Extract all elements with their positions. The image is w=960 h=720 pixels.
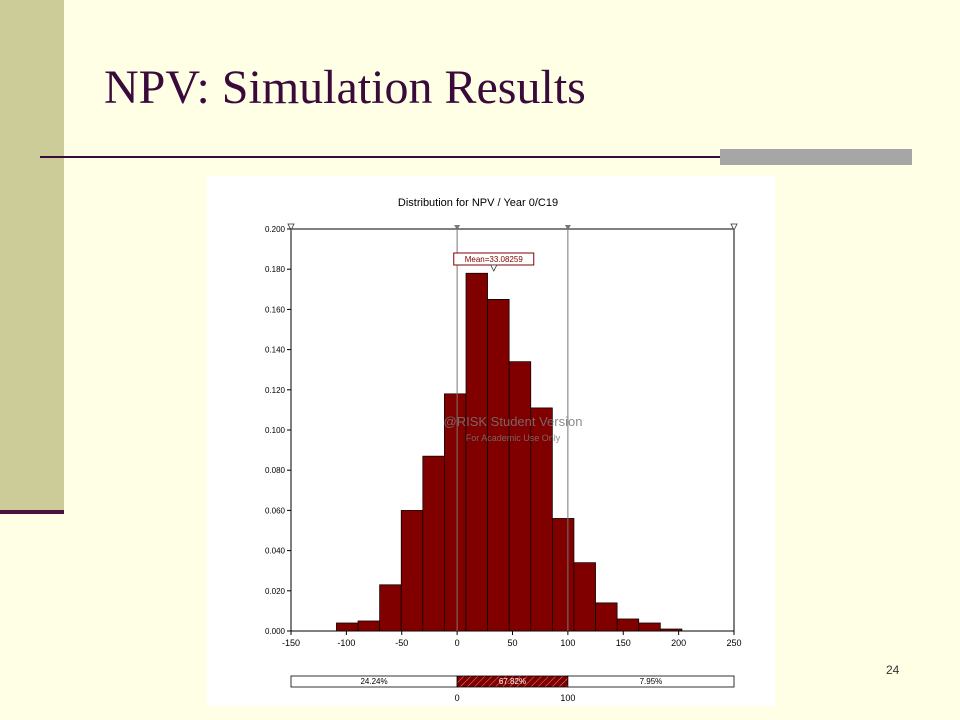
y-tick-label: 0.120 [265, 386, 286, 395]
histogram-bar [487, 298, 510, 632]
histogram-bar [465, 272, 488, 632]
histogram-chart: Distribution for NPV / Year 0/C19 0.0000… [265, 197, 742, 703]
marker-lines-group [287, 223, 738, 631]
watermark: @RISK Student Version For Academic Use O… [444, 414, 583, 443]
mean-triangle [490, 264, 498, 272]
x-tick-label: 100 [560, 638, 575, 648]
x-tick-label: 150 [616, 638, 631, 648]
sidebar-accent-line [0, 510, 64, 514]
range-end-triangle [730, 223, 738, 231]
x-tick-label: -150 [282, 638, 300, 648]
probability-tick-label: 100 [560, 693, 575, 703]
y-tick-label: 0.040 [265, 547, 286, 556]
mean-annotation: Mean=33.08259 [453, 252, 535, 272]
y-tick-label: 0.060 [265, 506, 286, 515]
bars-group [336, 272, 683, 632]
y-tick-label: 0.140 [265, 346, 286, 355]
histogram-bar [552, 518, 575, 632]
histogram-bar [660, 628, 683, 632]
x-tick-label: -50 [395, 638, 408, 648]
probability-label: 7.95% [640, 677, 663, 686]
y-tick-label: 0.020 [265, 587, 286, 596]
probability-label: 24.24% [360, 677, 387, 686]
x-tick-label: 250 [726, 638, 741, 648]
chart-title: Distribution for NPV / Year 0/C19 [398, 197, 558, 209]
histogram-bar [357, 620, 380, 632]
x-tick-label: -100 [337, 638, 355, 648]
probability-segment [567, 675, 735, 688]
histogram-bar [444, 393, 467, 632]
histogram-bar [508, 361, 532, 632]
range-end-triangle [287, 223, 295, 231]
chart-panel: Distribution for NPV / Year 0/C19 0.000 0… [207, 176, 775, 706]
marker-triangle [454, 225, 461, 230]
y-axis: 0.000 0.020 0.040 0.060 0.080 0.100 0.120 0.140… [265, 225, 291, 636]
x-tick-label: 200 [671, 638, 686, 648]
page-number: 24 [886, 663, 900, 677]
title-rule-accent [720, 149, 912, 165]
title-rule [40, 156, 912, 158]
slide-title: NPV: Simulation Results [104, 61, 586, 114]
histogram-bar [379, 584, 402, 632]
x-tick-label: 50 [507, 638, 517, 648]
x-axis: -150 -100 -50 0 50 100 150 200 250 [282, 631, 742, 648]
histogram-bar [616, 618, 640, 632]
probability-tick-label: 0 [455, 693, 460, 703]
watermark-line-1: @RISK Student Version [444, 414, 583, 429]
probability-label: 67.82% [499, 677, 526, 686]
y-tick-label: 0.180 [265, 265, 286, 274]
sidebar-accent [0, 0, 64, 512]
marker-triangle [564, 225, 571, 230]
histogram-bar [422, 455, 445, 632]
probability-bar: 24.24% 67.82% 7.95% 0 100 [290, 675, 735, 703]
mean-label: Mean=33.08259 [465, 255, 524, 264]
y-tick-label: 0.200 [265, 225, 286, 234]
y-tick-label: 0.100 [265, 426, 286, 435]
x-tick-label: 0 [455, 638, 460, 648]
histogram-bar [638, 622, 661, 632]
histogram-bar [336, 622, 359, 632]
watermark-line-2: For Academic Use Only [466, 433, 561, 443]
histogram-bar [400, 510, 424, 632]
histogram-bar [573, 562, 596, 632]
y-tick-label: 0.080 [265, 466, 286, 475]
histogram-bar [595, 602, 618, 632]
y-tick-label: 0.000 [265, 627, 286, 636]
y-tick-label: 0.160 [265, 305, 286, 314]
